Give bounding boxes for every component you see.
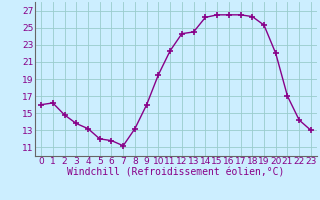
X-axis label: Windchill (Refroidissement éolien,°C): Windchill (Refroidissement éolien,°C) — [67, 168, 285, 178]
